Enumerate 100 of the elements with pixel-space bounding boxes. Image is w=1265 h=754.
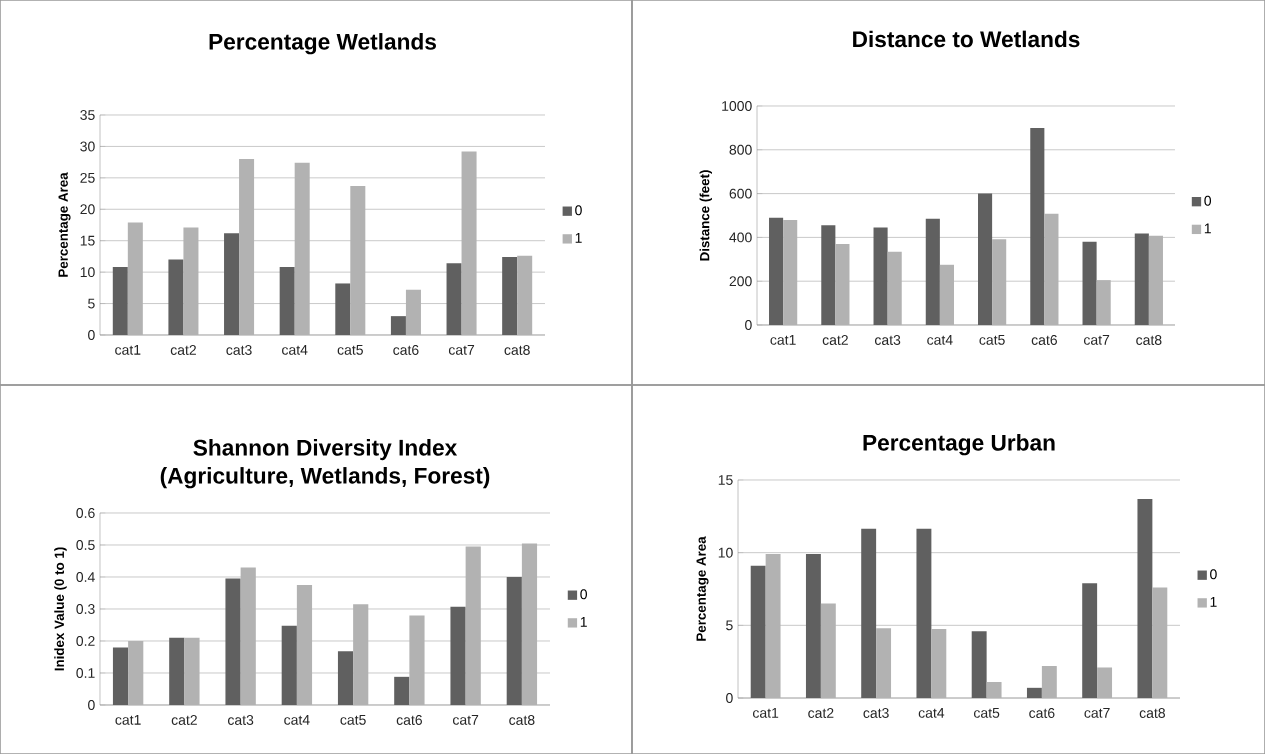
y-tick-label: 10 [80, 267, 95, 278]
y-axis-title: Percentage Area [58, 172, 71, 277]
y-tick-label: 0.3 [76, 604, 95, 614]
bar [861, 528, 877, 698]
y-tick-label: 400 [729, 232, 752, 243]
x-tick-label: cat3 [863, 708, 889, 718]
bar [183, 227, 199, 335]
y-tick-label: 600 [729, 188, 752, 199]
bar [127, 222, 143, 335]
bar [350, 186, 366, 335]
bar [390, 316, 406, 335]
y-tick-label: 0.2 [76, 636, 95, 646]
bar [887, 251, 902, 325]
bar [835, 243, 850, 325]
bar [769, 217, 784, 325]
y-tick-label: 0.1 [76, 668, 95, 678]
legend-label: 1 [580, 617, 587, 627]
bar [502, 257, 518, 335]
legend-label: 1 [1210, 597, 1217, 607]
x-tick-label: cat6 [1029, 708, 1055, 718]
x-tick-label: cat8 [504, 345, 530, 355]
bar [1152, 587, 1168, 698]
y-tick-label: 0 [745, 320, 752, 330]
y-tick-label: 0.4 [76, 572, 95, 582]
bar [971, 631, 987, 698]
x-tick-label: cat7 [452, 715, 479, 725]
bar [1137, 498, 1153, 698]
bar [294, 162, 310, 335]
y-tick-label: 35 [80, 110, 95, 120]
bar [224, 233, 240, 335]
bar [112, 267, 128, 335]
y-tick-label: 0 [88, 330, 95, 340]
bar [225, 578, 241, 705]
x-tick-label: cat6 [393, 345, 419, 355]
x-tick-label: cat3 [874, 335, 901, 345]
bar [765, 554, 781, 698]
bar [876, 628, 892, 698]
x-tick-label: cat1 [752, 708, 779, 718]
y-tick-label: 1000 [722, 101, 752, 111]
x-tick-label: cat3 [227, 715, 254, 725]
y-tick-label: 25 [80, 172, 95, 183]
bar [992, 239, 1007, 325]
bar [805, 554, 821, 698]
x-tick-label: cat4 [918, 708, 945, 718]
x-tick-label: cat5 [337, 345, 363, 355]
x-tick-label: cat6 [396, 715, 422, 725]
y-tick-label: 0 [726, 693, 733, 703]
bar [281, 625, 297, 705]
legend-label: 0 [1210, 569, 1217, 580]
bar [409, 615, 425, 705]
x-tick-label: cat5 [979, 335, 1005, 345]
y-tick-label: 5 [88, 298, 95, 309]
y-tick-label: 200 [729, 276, 752, 287]
bar [1082, 583, 1098, 698]
bar [450, 606, 466, 705]
bar [916, 528, 932, 698]
x-tick-label: cat2 [822, 335, 848, 345]
x-tick-label: cat2 [170, 345, 196, 355]
legend-label: 1 [1204, 223, 1211, 234]
x-tick-label: cat1 [115, 715, 141, 725]
y-tick-label: 30 [80, 141, 95, 152]
x-tick-label: cat6 [1031, 335, 1057, 345]
y-tick-label: 15 [80, 235, 95, 246]
bar [1082, 241, 1097, 325]
y-tick-label: 5 [726, 620, 733, 631]
x-tick-label: cat2 [171, 715, 197, 725]
bar [821, 225, 836, 325]
bar [184, 637, 200, 705]
bar [931, 628, 947, 698]
y-tick-label: 20 [80, 204, 95, 215]
x-tick-label: cat7 [1084, 708, 1110, 718]
bar [169, 637, 185, 705]
legend-label: 0 [580, 589, 587, 600]
x-tick-label: cat4 [284, 715, 310, 725]
y-axis-title: Percentage Area [696, 536, 709, 641]
y-tick-label: 800 [729, 144, 752, 155]
x-tick-label: cat5 [340, 715, 366, 725]
bar [1148, 235, 1163, 325]
x-tick-label: cat4 [927, 335, 953, 345]
bar [506, 577, 522, 705]
y-axis-title: Inidex Value (0 to 1) [54, 547, 67, 671]
x-tick-label: cat1 [770, 335, 796, 345]
x-tick-label: cat5 [973, 708, 1000, 718]
x-tick-label: cat8 [509, 715, 535, 725]
bar [1134, 233, 1149, 325]
x-tick-label: cat4 [282, 345, 308, 355]
legend-label: 1 [575, 233, 582, 243]
bar [112, 647, 129, 705]
bar [783, 219, 798, 325]
bar [461, 151, 477, 335]
bar [239, 158, 255, 335]
bar [820, 603, 836, 698]
y-tick-label: 0.6 [76, 508, 95, 518]
chart-title: Shannon Diversity Index [193, 439, 458, 461]
bar [1097, 667, 1113, 698]
bar [168, 259, 184, 335]
bar [335, 283, 351, 335]
x-tick-label: cat3 [226, 345, 252, 355]
bar [939, 264, 954, 325]
legend-label: 0 [1204, 195, 1212, 206]
